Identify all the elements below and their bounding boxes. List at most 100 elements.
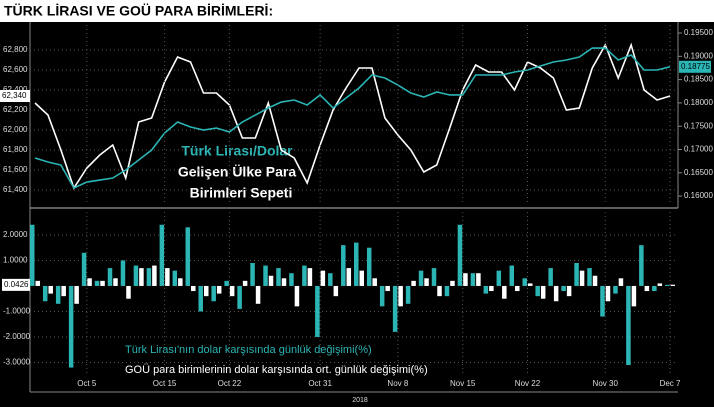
bar [203,285,209,297]
bar [263,265,268,286]
bar [522,278,527,286]
x-tick-label: Oct 22 [218,379,242,388]
bar [294,285,300,307]
y2-tick-label: 0.19500 [684,28,713,37]
bar [431,268,437,286]
bar [35,280,40,286]
bar [379,285,385,307]
bar [242,280,248,286]
y-tick-label: 61,800 [3,145,28,154]
bar [405,285,411,304]
bar [483,285,489,294]
bar [561,285,566,292]
bar [457,224,463,286]
x-tick-label: Oct 15 [153,379,177,388]
x-tick-label: Nov 8 [387,379,408,388]
y-tick-label: 61,400 [3,185,28,194]
bar [61,285,66,297]
bar [146,268,152,286]
bar [30,224,35,286]
bar [74,285,79,304]
bar [450,280,455,286]
bar [372,278,377,286]
bar [307,268,313,286]
y-tick-label: 61,600 [3,165,28,174]
x-tick-label: Oct 31 [308,379,332,388]
bar [354,242,359,286]
bar [276,268,281,286]
y-tick-label: -2.0000 [3,332,31,341]
bar [139,268,144,286]
legend-entry: Türk Lirası'nın dolar karşısında günlük … [125,344,372,356]
annotation: Türk Lirası/Dolar [181,143,293,159]
bar [366,247,372,286]
chart-title: TÜRK LİRASI VE GOÜ PARA BİRİMLERİ: [4,3,273,19]
y-tick-label: 62,600 [3,65,28,74]
bar [211,285,216,302]
x-tick-label: Oct 5 [77,379,97,388]
bar [670,284,676,286]
annotation: Birimleri Sepeti [190,185,293,201]
y-tick-label: 62,000 [3,125,28,134]
bar [120,260,126,286]
bar [639,245,644,286]
bar [165,268,170,286]
bar [385,285,390,292]
y-tick-label: 2.0000 [3,230,28,239]
bar [392,285,398,332]
bar [574,263,579,286]
annotation: Gelişen Ülke Para [178,164,297,180]
bar [178,278,183,286]
bar [553,285,559,302]
value-tag-label: 0.0426 [4,280,29,289]
bar [515,285,520,292]
bar [87,278,92,286]
bar [159,224,165,286]
bar [463,273,468,286]
bar [94,280,100,286]
bar [437,285,442,297]
y-tick-label: -3.0000 [3,358,31,367]
y2-tick-label: 0.16500 [684,168,713,177]
bar [496,270,502,286]
bar [42,285,48,302]
x-tick-label: Nov 22 [515,379,541,388]
legend-entry: GOÜ para birimlerinin dolar karşısında o… [125,364,428,376]
bar [418,270,424,286]
bar [216,285,222,294]
bar [224,280,229,286]
bar [631,285,637,307]
x-axis-label: 2018 [352,397,368,404]
line-series [34,47,671,190]
bar [444,285,450,297]
bar [489,285,494,292]
y-tick-label: -1.0000 [3,307,31,316]
bar [600,285,605,317]
bar [540,285,546,299]
x-tick-label: Nov 15 [450,379,476,388]
y-tick-label: 1.0000 [3,256,28,265]
bar [613,285,618,294]
bar [68,285,74,368]
bar [328,273,333,286]
bar [341,245,346,286]
bar [398,285,403,307]
bar [133,265,139,286]
bar [470,273,476,286]
value-tag [0,90,30,102]
bar [237,285,242,309]
bar [250,263,255,286]
y2-tick-label: 0.17000 [684,145,713,154]
y2-tick-label: 0.19000 [684,51,713,60]
bar [152,265,157,286]
bar [172,270,178,286]
y-tick-label: 62,400 [3,85,28,94]
bar [618,278,624,286]
bar [652,285,657,292]
bar [566,285,572,297]
bar [48,285,53,294]
value-tag [679,60,711,73]
bar [55,285,61,304]
bar [185,227,191,286]
